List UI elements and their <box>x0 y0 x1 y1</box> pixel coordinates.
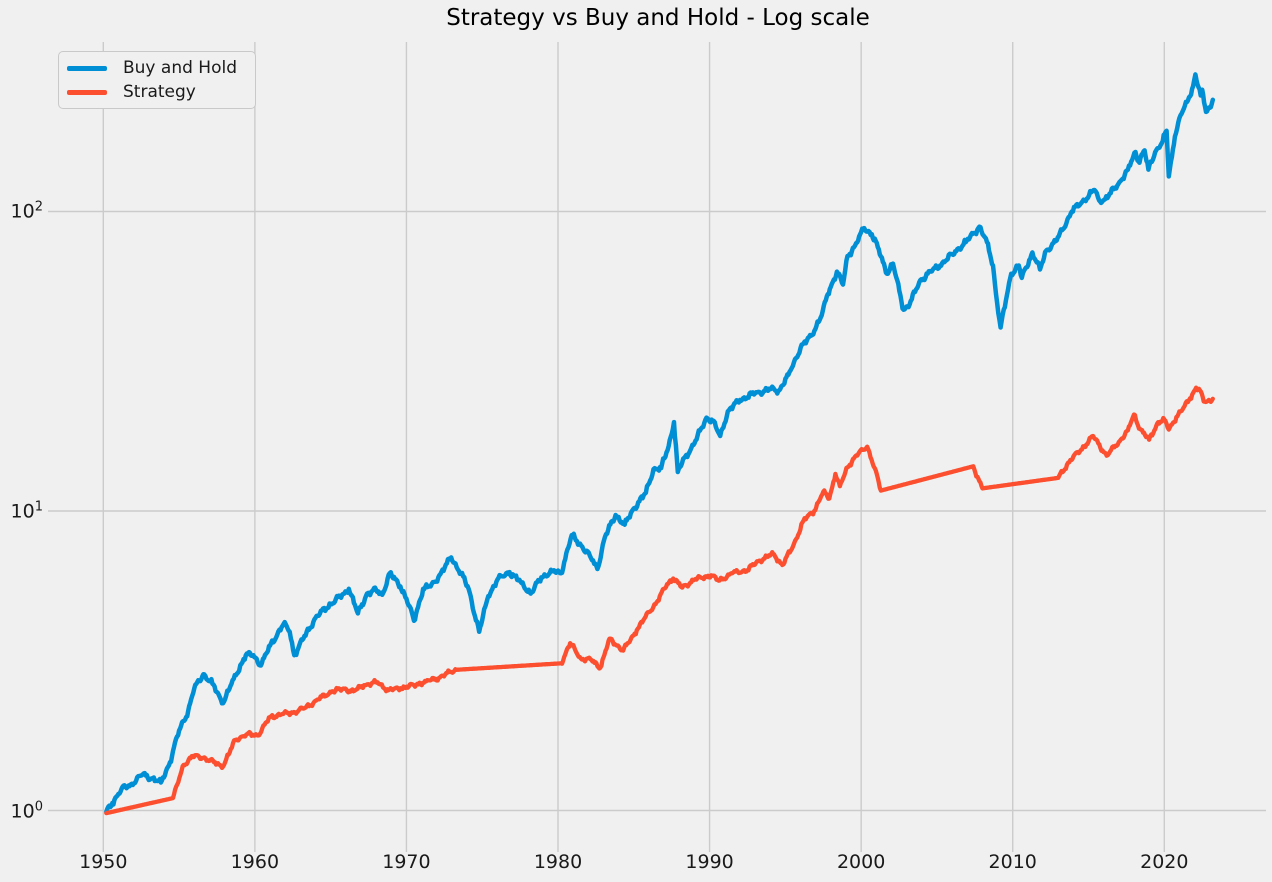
y-tick-base: 10 <box>10 200 35 223</box>
y-tick-label: 102 <box>0 200 43 221</box>
strategy-line <box>104 385 1215 816</box>
legend: Buy and Hold Strategy <box>58 51 256 109</box>
legend-item: Strategy <box>67 82 247 102</box>
y-tick-base: 10 <box>10 500 35 523</box>
x-tick-label: 2020 <box>1140 851 1189 873</box>
y-tick-exponent: 2 <box>34 199 43 215</box>
legend-swatch-buy-and-hold <box>67 65 107 71</box>
legend-label: Buy and Hold <box>123 58 237 78</box>
y-tick-exponent: 1 <box>34 499 43 515</box>
y-tick-base: 10 <box>10 800 35 823</box>
x-tick-label: 1950 <box>79 851 128 873</box>
legend-swatch-strategy <box>67 89 107 95</box>
buy-and-hold-line <box>104 72 1216 815</box>
y-tick-exponent: 0 <box>34 799 43 815</box>
x-tick-label: 1980 <box>533 851 583 873</box>
x-tick-label: 1990 <box>685 851 734 873</box>
legend-label: Strategy <box>123 82 196 102</box>
chart-title: Strategy vs Buy and Hold - Log scale <box>446 5 870 31</box>
legend-item: Buy and Hold <box>67 58 247 78</box>
x-tick-label: 2010 <box>988 851 1037 873</box>
y-tick-label: 100 <box>0 800 43 821</box>
x-tick-label: 1970 <box>382 851 431 873</box>
y-tick-label: 101 <box>0 500 43 521</box>
x-tick-label: 1960 <box>230 851 280 873</box>
x-tick-label: 2000 <box>836 851 886 873</box>
